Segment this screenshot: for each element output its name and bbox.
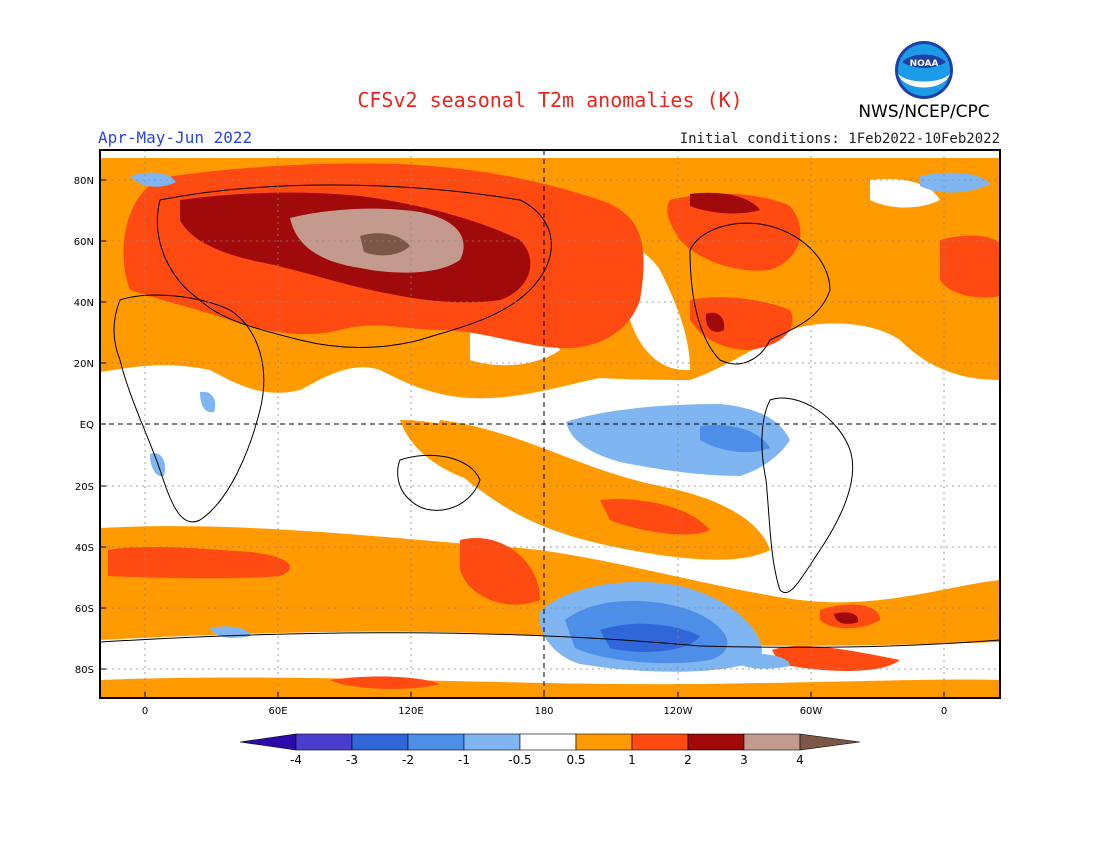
colorbar-bin (463, 733, 521, 751)
colorbar-bin (351, 733, 409, 751)
lat-label: 20N (74, 359, 94, 370)
colorbar-label: 4 (796, 753, 804, 767)
agency-label: NWS/NCEP/CPC (858, 102, 990, 122)
grid (100, 150, 1000, 698)
forecast-period: Apr-May-Jun 2022 (98, 128, 253, 147)
coastlines (100, 184, 1000, 648)
colorbar-label: -3 (346, 753, 358, 767)
lon-labels: 0 60E 120E 180 120W 60W 0 (142, 706, 947, 717)
lon-label: 120E (398, 706, 423, 717)
colorbar-bin (407, 733, 465, 751)
colorbar-label: 1 (628, 753, 636, 767)
lat-label: 80S (75, 665, 94, 676)
lon-ticks (144, 692, 945, 698)
colorbar-label: -2 (402, 753, 414, 767)
noaa-logo-text: NOAA (910, 59, 939, 69)
colorbar (239, 733, 861, 751)
initial-conditions: Initial conditions: 1Feb2022-10Feb2022 (679, 131, 1000, 147)
lon-label: 120W (664, 706, 693, 717)
lon-label: 0 (941, 706, 947, 717)
colorbar-bin (743, 733, 801, 751)
colorbar-bin (519, 733, 577, 751)
lat-label: 40S (75, 543, 94, 554)
colorbar-label: -0.5 (508, 753, 531, 767)
colorbar-label: 0.5 (566, 753, 585, 767)
lat-label: EQ (80, 420, 94, 431)
lon-label: 0 (142, 706, 148, 717)
lat-label: 60N (74, 237, 94, 248)
colorbar-label: 2 (684, 753, 692, 767)
colorbar-labels: -4 -3 -2 -1 -0.5 0.5 1 2 3 4 (290, 753, 804, 767)
lat-label: 80N (74, 176, 94, 187)
lat-label: 60S (75, 604, 94, 615)
lat-labels: 80N 60N 40N 20N EQ 20S 40S 60S 80S (74, 176, 94, 676)
noaa-logo-icon: NOAA (895, 41, 953, 99)
colorbar-bin (687, 733, 745, 751)
colorbar-label: 3 (740, 753, 748, 767)
lon-label: 180 (534, 706, 553, 717)
lat-ticks (100, 179, 106, 670)
colorbar-bin (575, 733, 633, 751)
lon-label: 60W (800, 706, 823, 717)
colorbar-bin (239, 733, 297, 751)
lat-label: 20S (75, 482, 94, 493)
chart-title: CFSv2 seasonal T2m anomalies (K) (357, 88, 743, 112)
colorbar-label: -4 (290, 753, 302, 767)
colorbar-label: -1 (458, 753, 470, 767)
colorbar-bin (295, 733, 353, 751)
lon-label: 60E (268, 706, 287, 717)
colorbar-bin (799, 733, 861, 751)
colorbar-bin (631, 733, 689, 751)
lat-label: 40N (74, 298, 94, 309)
